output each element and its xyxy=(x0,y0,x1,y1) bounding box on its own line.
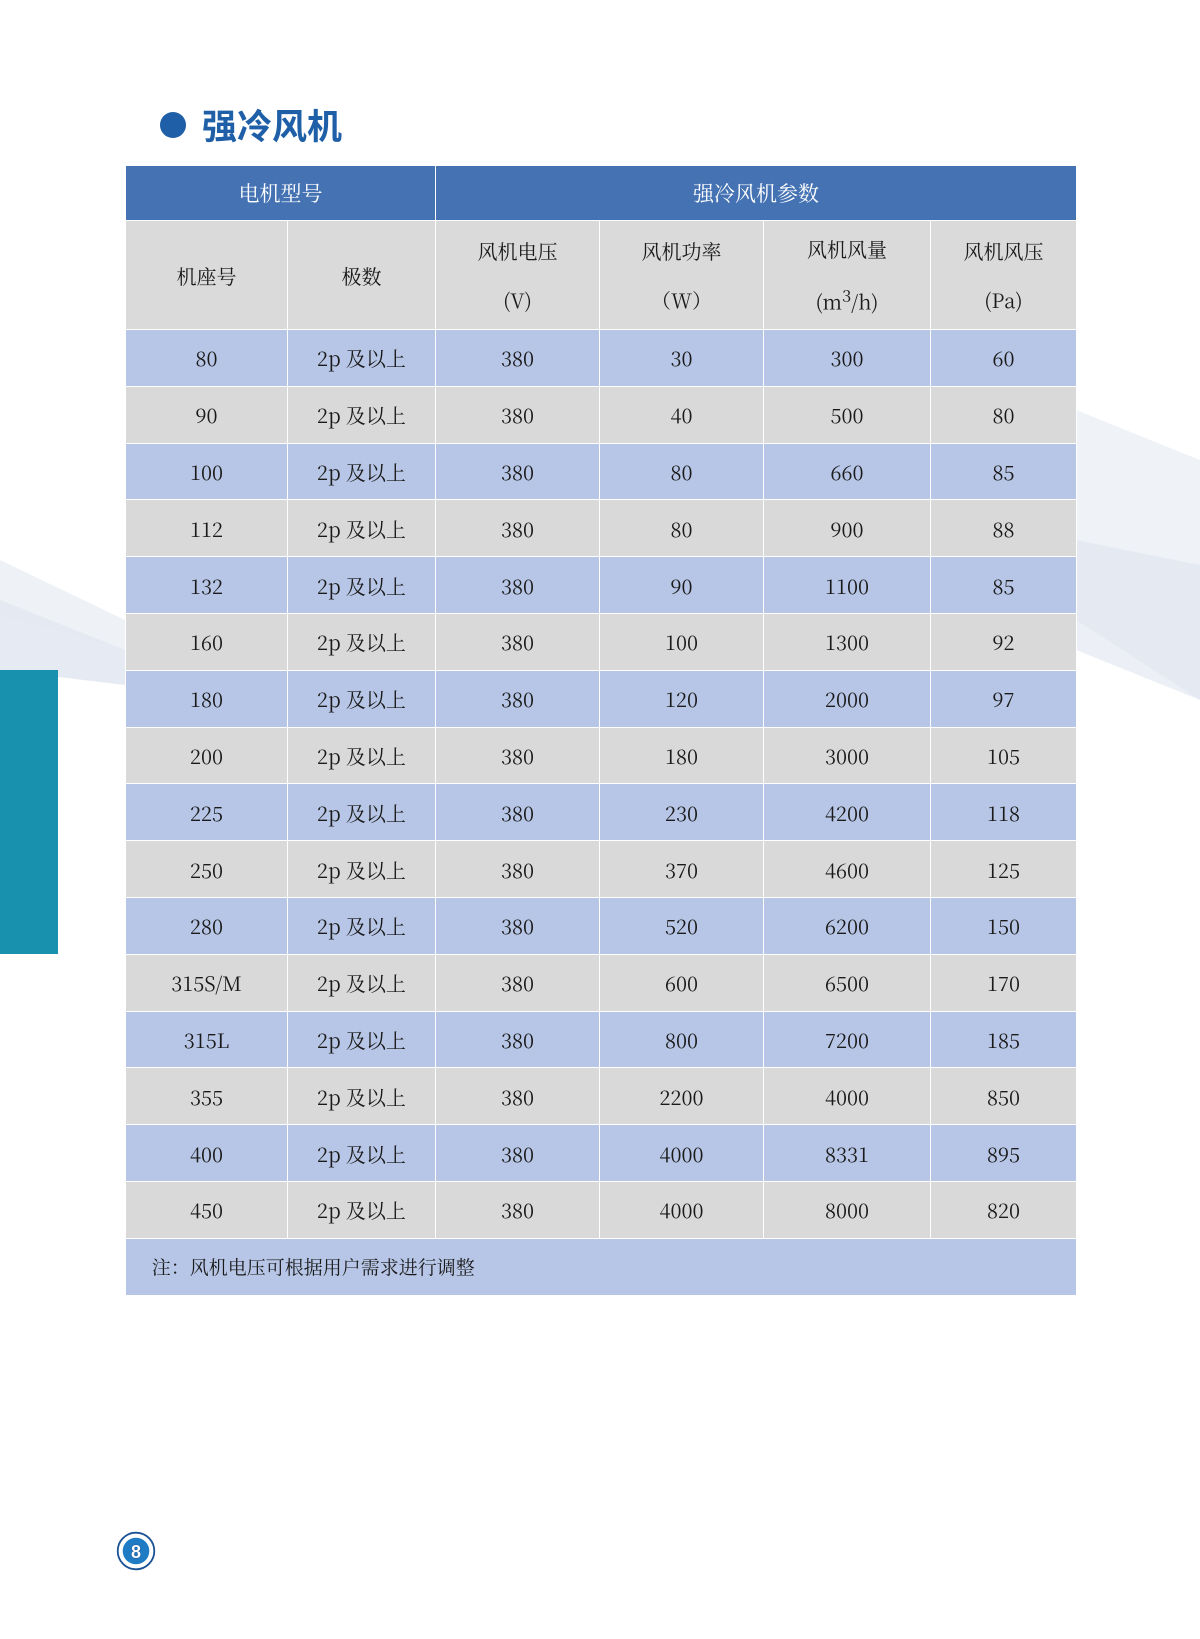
svg-text:8: 8 xyxy=(131,1542,141,1562)
